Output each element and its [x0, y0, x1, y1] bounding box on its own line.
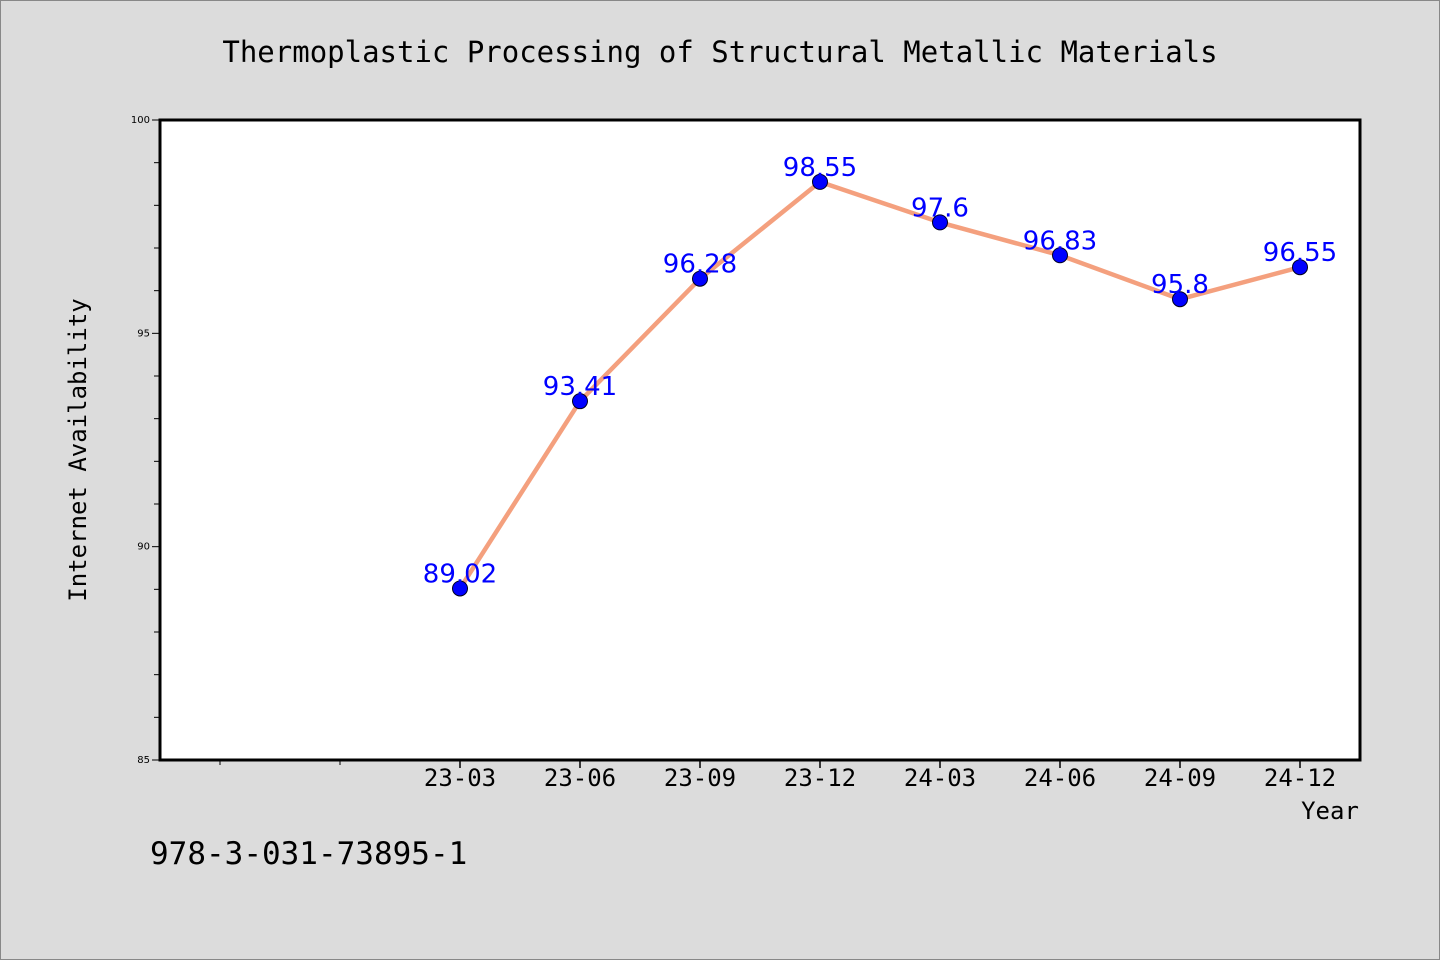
isbn-text: 978-3-031-73895-1 [150, 836, 467, 872]
data-label: 96.28 [663, 250, 737, 280]
chart-title: Thermoplastic Processing of Structural M… [222, 35, 1217, 69]
axis-ticks: 85 90 95 100 23-03 23-06 23-09 23-12 24-03 24-06 2… [131, 115, 1336, 792]
x-axis-label: Year [1301, 797, 1359, 825]
data-label: 96.55 [1263, 238, 1337, 268]
x-tick-label: 24-03 [904, 764, 976, 792]
data-point-marker [572, 393, 588, 410]
series-line [457, 179, 1303, 591]
data-point-marker [1172, 291, 1188, 308]
data-point-marker [812, 173, 828, 190]
data-labels-layer: 89.02 93.41 96.28 98.55 97.6 96.83 95.8 96.55 [423, 153, 1337, 590]
data-point-marker [1292, 259, 1308, 276]
x-tick-label: 23-06 [544, 764, 616, 792]
x-tick-label: 24-09 [1144, 764, 1216, 792]
data-label: 89.02 [423, 559, 497, 589]
data-point-marker [452, 580, 468, 597]
data-point-marker [692, 270, 708, 287]
data-label: 98.55 [783, 153, 857, 183]
x-tick-label: 24-06 [1024, 764, 1096, 792]
data-label: 95.8 [1151, 270, 1209, 300]
y-tick-label: 100 [131, 115, 150, 126]
y-tick-label: 85 [137, 755, 150, 766]
x-tick-label: 23-09 [664, 764, 736, 792]
data-point-marker [1052, 247, 1068, 264]
y-tick-label: 90 [137, 542, 150, 553]
y-tick-label: 95 [137, 328, 150, 339]
data-label: 96.83 [1023, 226, 1097, 256]
plot-area [160, 120, 1360, 760]
x-tick-label: 24-12 [1264, 764, 1336, 792]
data-label: 97.6 [911, 193, 969, 223]
series-line-layer [457, 179, 1303, 591]
x-tick-label: 23-03 [424, 764, 496, 792]
data-label: 93.41 [543, 372, 617, 402]
x-tick-label: 23-12 [784, 764, 856, 792]
plot-frame [158, 118, 1362, 762]
markers-layer [452, 173, 1308, 597]
data-point-marker [932, 214, 948, 231]
y-axis-label: Internet Availability [64, 298, 92, 601]
